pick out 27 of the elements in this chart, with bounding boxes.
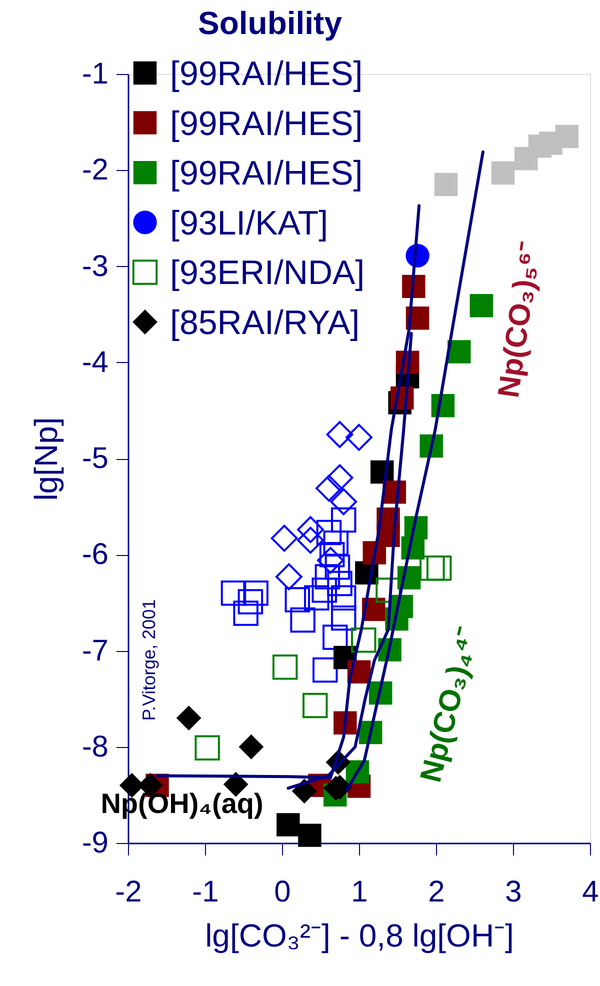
x-tick-label: 0	[274, 876, 291, 908]
x-tick-label: 3	[505, 876, 522, 908]
legend-label: [93ERI/NDA]	[170, 254, 365, 292]
annotation: Np(CO₃)₅⁶⁻	[492, 240, 547, 400]
legend-label: [99RAI/HES]	[170, 55, 363, 93]
legend-label: [85RAI/RYA]	[170, 304, 360, 342]
legend-title: Solubility	[198, 5, 342, 41]
y-tick-label: -4	[82, 346, 108, 379]
x-tick-label: 4	[582, 876, 599, 908]
y-axis-title: lg[Np]	[28, 417, 64, 501]
x-tick-label: 1	[351, 876, 368, 908]
annotation: P.Vitorge, 2001	[139, 599, 159, 721]
y-tick-label: -6	[82, 538, 108, 572]
x-axis-title: lg[CO₃²⁻] - 0,8 lg[OH⁻]	[205, 918, 514, 954]
legend-label: [99RAI/HES]	[170, 154, 363, 193]
y-tick-label: -3	[82, 250, 108, 283]
y-tick-label: -8	[82, 730, 108, 764]
legend-label: [93LI/KAT]	[170, 204, 328, 242]
y-tick-label: -1	[82, 58, 108, 90]
x-tick-label: -2	[115, 876, 142, 908]
y-tick-label: -7	[82, 634, 108, 668]
legend-label: [99RAI/HES]	[170, 104, 363, 143]
x-tick-label: 2	[428, 876, 445, 908]
y-tick-label: -9	[82, 826, 108, 860]
y-tick-label: -5	[82, 442, 108, 475]
x-tick-label: -1	[192, 876, 219, 908]
y-tick-label: -2	[82, 154, 108, 187]
